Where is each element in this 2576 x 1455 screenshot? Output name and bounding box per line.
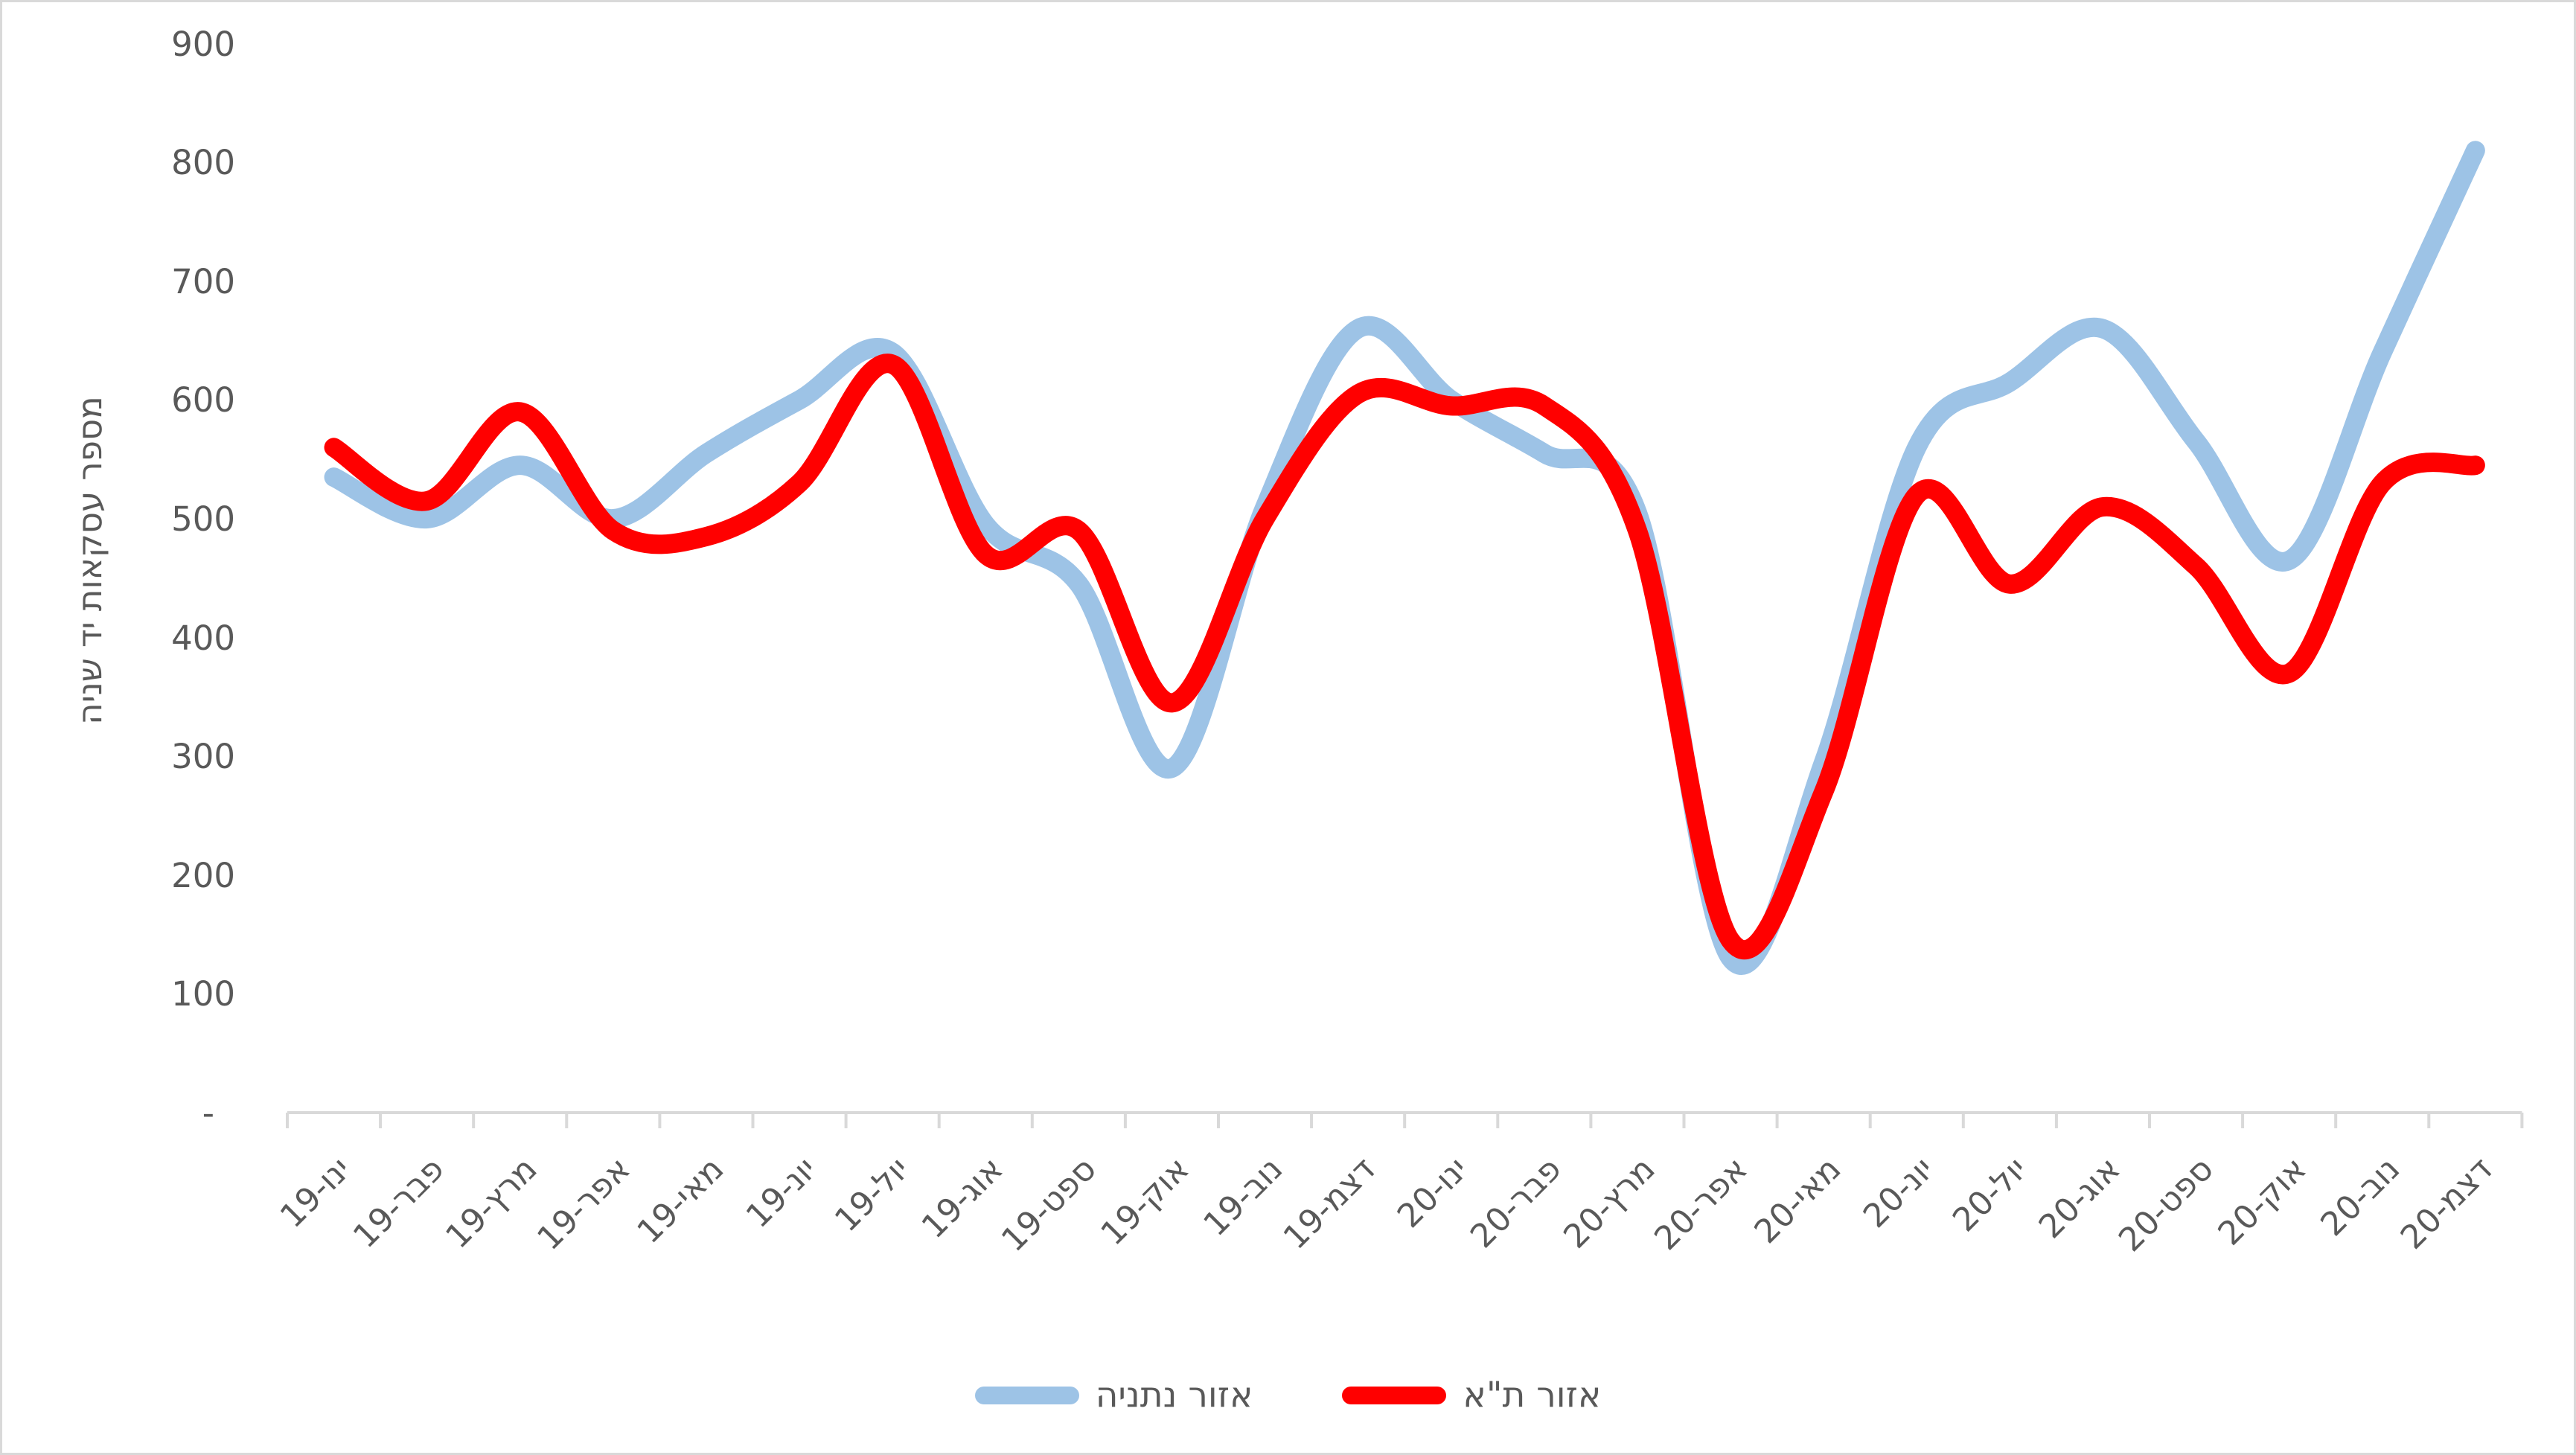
y-axis-tick-label: 300 xyxy=(171,737,235,777)
y-axis-tick-label: 400 xyxy=(171,618,235,658)
y-axis-tick-label: 900 xyxy=(171,24,235,64)
legend-label-netanya: אזור נתניה xyxy=(1095,1375,1253,1416)
netanya-line xyxy=(324,141,2485,975)
legend-item-netanya: אזור נתניה xyxy=(974,1375,1253,1416)
y-axis-title: מספר עסקאות יד שניה xyxy=(70,396,109,725)
legend-label-tel-aviv: אזור ת"א xyxy=(1463,1375,1602,1416)
tel-aviv-line-swatch-icon xyxy=(1342,1386,1447,1404)
y-axis-tick-label: 700 xyxy=(171,261,235,301)
legend: אזור נתניה אזור ת"א xyxy=(2,1378,2574,1413)
netanya-line-swatch-icon xyxy=(974,1386,1079,1404)
y-axis-tick-label: 600 xyxy=(171,380,235,420)
tel-aviv-line xyxy=(324,354,2485,960)
y-axis-tick-label: 200 xyxy=(171,855,235,895)
y-axis-tick-label: - xyxy=(202,1093,214,1133)
y-axis-tick-label: 800 xyxy=(171,143,235,183)
y-axis-tick-label: 100 xyxy=(171,974,235,1014)
legend-item-tel-aviv: אזור ת"א xyxy=(1342,1378,1601,1413)
y-axis-tick-label: 500 xyxy=(171,499,235,539)
